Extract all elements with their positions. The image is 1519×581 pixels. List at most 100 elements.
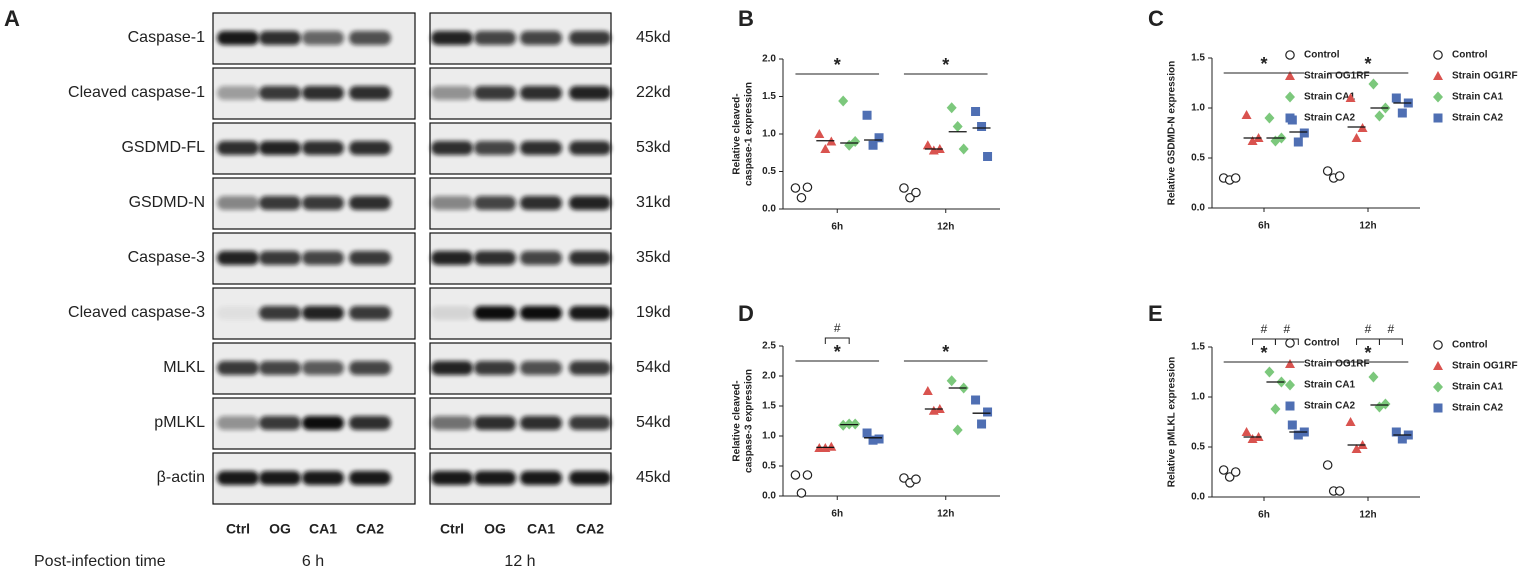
size-label: 22kd (636, 84, 671, 101)
point (958, 143, 969, 155)
point (1287, 420, 1297, 430)
x-tick-label: 12h (1359, 510, 1376, 521)
band (349, 251, 391, 265)
y-tick-label: 0.5 (762, 461, 776, 472)
y-axis-label: caspase-1 expression (744, 82, 755, 186)
band (302, 361, 344, 375)
point (868, 140, 878, 150)
band (259, 416, 301, 430)
significance-mark: * (1364, 54, 1371, 74)
band (302, 196, 344, 210)
significance-mark: * (1260, 343, 1267, 363)
x-tick-label: 6h (831, 509, 843, 520)
point (1230, 467, 1241, 477)
band (431, 306, 473, 320)
point (1351, 444, 1362, 453)
legend-label: Control (1452, 50, 1488, 61)
panel-letter: D (738, 301, 754, 326)
point (1368, 371, 1379, 383)
band (431, 361, 473, 375)
point (1270, 403, 1281, 415)
band (569, 196, 611, 210)
point (952, 121, 963, 132)
size-label: 53kd (636, 139, 671, 156)
band (431, 196, 473, 210)
legend-label: Control (1304, 50, 1340, 61)
band (349, 416, 391, 430)
point (1224, 472, 1235, 482)
band (302, 31, 344, 45)
protein-label: pMLKL (154, 414, 205, 431)
point (796, 192, 807, 203)
point (862, 428, 872, 438)
lane-label: CA1 (309, 521, 337, 537)
band (520, 86, 562, 100)
legend-marker (1285, 401, 1295, 411)
x-tick-label: 6h (1258, 510, 1270, 521)
band (349, 471, 391, 485)
legend-marker (1285, 379, 1295, 391)
band (217, 306, 259, 320)
y-tick-label: 1.0 (1191, 392, 1205, 403)
panel-letter: B (738, 6, 754, 31)
significance-mark: * (834, 342, 841, 362)
lane-label: CA2 (356, 521, 384, 537)
protein-label: Cleaved caspase-3 (68, 304, 205, 321)
band (431, 416, 473, 430)
band (302, 416, 344, 430)
legend-marker (1285, 91, 1295, 103)
point (1368, 78, 1379, 90)
point (1322, 166, 1333, 176)
point (868, 435, 878, 445)
band (259, 31, 301, 45)
band (302, 306, 344, 320)
band (349, 31, 391, 45)
protein-label: Cleaved caspase-1 (68, 84, 205, 101)
legend-marker (1433, 91, 1443, 103)
size-label: 54kd (636, 359, 671, 376)
band (259, 86, 301, 100)
y-axis-label: Relative cleaved- (732, 380, 743, 461)
significance-mark: * (942, 342, 949, 362)
y-tick-label: 1.0 (762, 431, 776, 442)
y-axis-label: Relative GSDMD-N expression (1167, 61, 1178, 206)
band (431, 251, 473, 265)
legend-label: Control (1452, 340, 1488, 351)
point (1241, 427, 1252, 436)
y-tick-label: 0.5 (1191, 442, 1205, 453)
band (569, 31, 611, 45)
legend-label: Strain CA1 (1304, 92, 1356, 103)
size-label: 45kd (636, 29, 671, 46)
band (302, 471, 344, 485)
legend-label: Strain CA2 (1304, 401, 1356, 412)
band (217, 86, 259, 100)
point (971, 107, 981, 116)
band (520, 251, 562, 265)
significance-mark: * (942, 55, 949, 75)
point (874, 133, 884, 143)
point (1391, 93, 1401, 103)
legend-label: Strain CA1 (1452, 92, 1504, 103)
band (474, 86, 516, 100)
lane-label: OG (484, 521, 506, 537)
band (259, 251, 301, 265)
point (802, 470, 813, 480)
point (1247, 136, 1258, 145)
legend-marker (1433, 403, 1443, 413)
y-tick-label: 2.0 (762, 371, 776, 382)
point (911, 187, 921, 198)
y-tick-label: 2.5 (762, 341, 776, 352)
point (946, 102, 957, 114)
significance-mark: # (1284, 322, 1291, 336)
time-label: 6 h (302, 553, 324, 570)
size-label: 54kd (636, 414, 671, 431)
point (1391, 427, 1401, 437)
band (259, 471, 301, 485)
point (838, 95, 849, 107)
x-tick-label: 6h (831, 222, 843, 233)
band (217, 251, 259, 265)
point (899, 183, 909, 193)
band (259, 361, 301, 375)
y-tick-label: 1.5 (1191, 53, 1205, 64)
lane-label: Ctrl (440, 521, 464, 537)
